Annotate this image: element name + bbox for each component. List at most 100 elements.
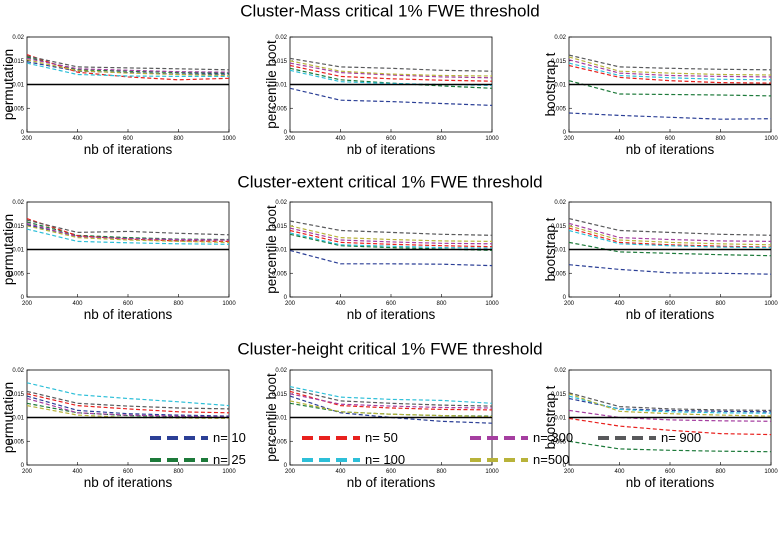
x-tick-label: 600 <box>123 469 134 475</box>
series-line-n50 <box>289 64 493 82</box>
y-tick-label: 0.02 <box>554 368 566 374</box>
x-tick-label: 1000 <box>764 301 778 307</box>
y-tick-label: 0 <box>563 130 567 136</box>
x-axis-label: nb of iterations <box>84 142 173 157</box>
y-tick-label: 0.01 <box>275 248 287 254</box>
series-line-n500 <box>26 225 230 243</box>
series-line-n50 <box>568 417 772 436</box>
y-tick-label: 0 <box>284 463 288 469</box>
series-line-n300 <box>289 393 493 409</box>
legend-item: n= 10 <box>150 430 246 445</box>
y-tick-label: 0.015 <box>9 224 25 230</box>
x-tick-label: 400 <box>335 136 346 142</box>
x-tick-label: 200 <box>285 301 296 307</box>
y-axis-label: bootstrap t <box>543 52 558 116</box>
plot-panel: 0 0.005 0.01 0.015 0.02 200 400 600 800 1000 nb of… <box>264 35 499 157</box>
x-axis-label: nb of iterations <box>626 307 715 322</box>
y-tick-label: 0.015 <box>272 224 288 230</box>
x-tick-label: 200 <box>22 469 33 475</box>
series-line-n10 <box>26 224 229 241</box>
series-line-n500 <box>289 60 493 77</box>
plot-panel: 0 0.005 0.01 0.015 0.02 200 400 600 800 1000 nb of… <box>543 35 778 157</box>
x-tick-label: 1000 <box>485 469 499 475</box>
series-line-n100 <box>289 232 493 249</box>
x-tick-label: 1000 <box>764 469 778 475</box>
y-tick-label: 0.02 <box>554 35 566 41</box>
y-tick-label: 0 <box>21 130 25 136</box>
plot-panel: 0 0.005 0.01 0.015 0.02 200 400 600 800 1000 nb of… <box>1 35 236 157</box>
x-axis-label: nb of iterations <box>347 142 436 157</box>
legend-label: n= 300 <box>533 430 573 445</box>
series-line-n25 <box>26 221 230 241</box>
plot-panel: 0 0.005 0.01 0.015 0.02 200 400 600 800 1000 nb of… <box>543 200 778 322</box>
series-line-n10 <box>289 87 493 106</box>
y-tick-label: 0 <box>284 130 288 136</box>
series-line-n100 <box>289 69 493 87</box>
series-line-n300 <box>568 409 772 422</box>
x-tick-label: 600 <box>386 469 397 475</box>
series-line-n10 <box>568 112 772 120</box>
plot-panel: 0 0.005 0.01 0.015 0.02 200 400 600 800 1000 nb of… <box>1 200 236 322</box>
x-tick-label: 600 <box>123 301 134 307</box>
series-line-n100 <box>289 386 493 404</box>
x-tick-label: 800 <box>173 301 184 307</box>
series-line-n10 <box>26 61 229 75</box>
row-title: Cluster-Mass critical 1% FWE threshold <box>240 1 539 20</box>
series-line-n50 <box>568 64 772 84</box>
y-tick-label: 0.01 <box>275 83 287 89</box>
series-line-n900 <box>26 219 230 236</box>
x-tick-label: 800 <box>715 301 726 307</box>
x-tick-label: 400 <box>72 136 83 142</box>
legend: n= 10 n= 50 n= 300 n= 900 n= 25 n= 100 n=500 <box>150 430 701 467</box>
y-tick-label: 0.005 <box>551 439 567 445</box>
x-tick-label: 1000 <box>764 136 778 142</box>
y-tick-label: 0.015 <box>272 59 288 65</box>
legend-label: n= 25 <box>213 452 246 467</box>
series-line-n25 <box>568 440 772 453</box>
legend-item: n= 300 <box>470 430 573 445</box>
x-tick-label: 1000 <box>222 469 236 475</box>
y-tick-label: 0.005 <box>272 106 288 112</box>
series-line-n900 <box>568 54 772 71</box>
y-tick-label: 0 <box>21 463 25 469</box>
series-line-n300 <box>26 222 230 241</box>
x-tick-label: 800 <box>436 469 447 475</box>
y-tick-label: 0.015 <box>551 59 567 65</box>
y-axis-label: percentile boot <box>264 40 279 129</box>
series-line-n500 <box>568 393 772 417</box>
plot-panel: 0 0.005 0.01 0.015 0.02 200 400 600 800 1000 nb of… <box>264 200 499 322</box>
x-tick-label: 400 <box>72 469 83 475</box>
series-line-n10 <box>568 264 772 275</box>
y-tick-label: 0.005 <box>272 271 288 277</box>
series-line-n50 <box>26 218 230 242</box>
x-tick-label: 800 <box>173 136 184 142</box>
x-tick-label: 600 <box>123 136 134 142</box>
y-tick-label: 0.01 <box>12 416 24 422</box>
x-tick-label: 400 <box>614 301 625 307</box>
plot-panel: 0 0.005 0.01 0.015 0.02 200 400 600 800 1000 nb of… <box>1 368 236 490</box>
legend-item: n= 25 <box>150 452 246 467</box>
series-line-n25 <box>289 402 493 417</box>
y-tick-label: 0.015 <box>9 59 25 65</box>
y-axis-label: bootstrap t <box>543 217 558 281</box>
x-axis-label: nb of iterations <box>84 307 173 322</box>
series-line-n100 <box>26 228 230 245</box>
x-tick-label: 600 <box>386 301 397 307</box>
y-tick-label: 0.015 <box>551 392 567 398</box>
series-line-n900 <box>26 55 230 71</box>
x-axis-label: nb of iterations <box>84 475 173 490</box>
y-tick-label: 0.015 <box>272 392 288 398</box>
legend-label: n= 10 <box>213 430 246 445</box>
legend-label: n= 900 <box>661 430 701 445</box>
x-tick-label: 400 <box>614 469 625 475</box>
legend-item: n=500 <box>470 452 570 467</box>
x-axis-label: nb of iterations <box>626 475 715 490</box>
y-tick-label: 0.01 <box>12 248 24 254</box>
series-line-n500 <box>568 56 772 76</box>
x-tick-label: 600 <box>665 136 676 142</box>
x-tick-label: 200 <box>22 301 33 307</box>
series-line-n300 <box>568 59 772 78</box>
series-line-n100 <box>26 62 229 78</box>
x-tick-label: 800 <box>715 136 726 142</box>
